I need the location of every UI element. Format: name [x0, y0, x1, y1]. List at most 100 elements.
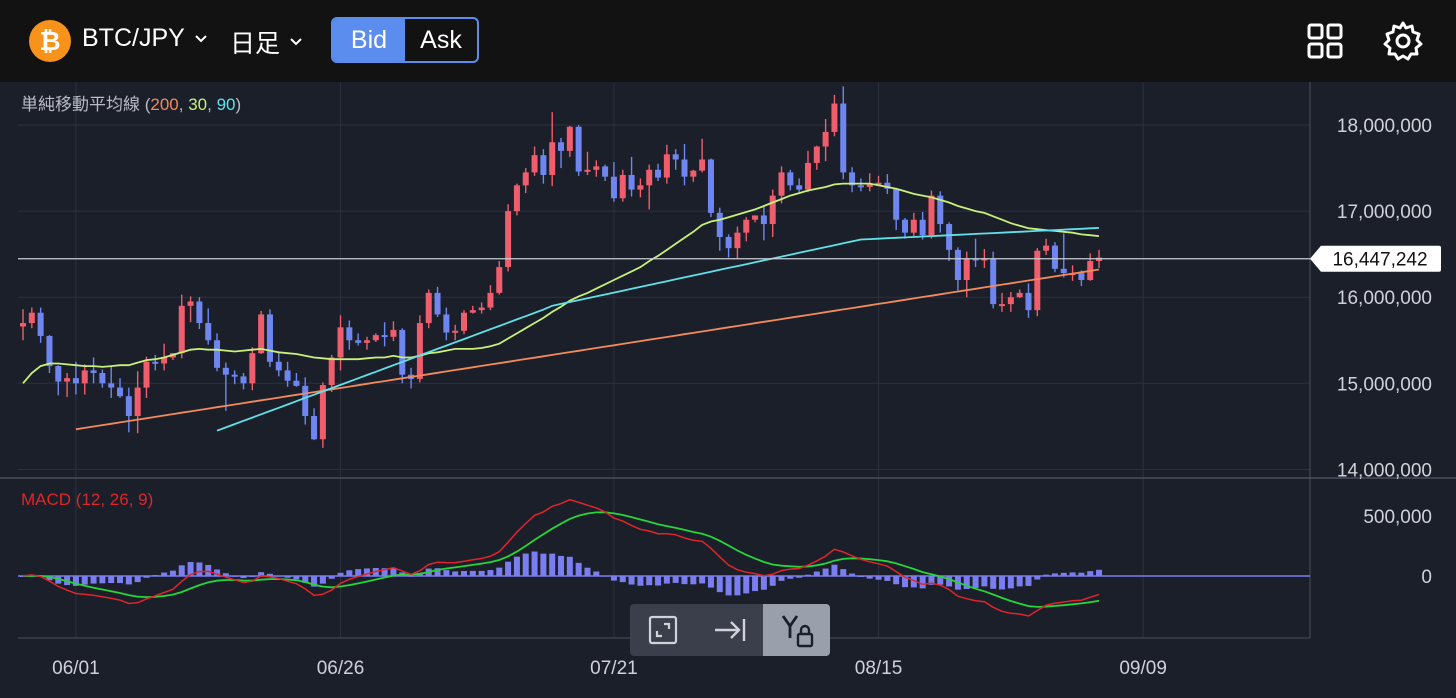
macd-histogram-bar	[610, 576, 617, 581]
macd-histogram-bar	[443, 570, 450, 576]
macd-histogram-bar	[187, 562, 194, 576]
macd-histogram-bar	[919, 576, 926, 589]
bid-button[interactable]: Bid	[333, 19, 405, 61]
chevron-down-icon	[290, 38, 302, 46]
macd-histogram-bar	[531, 551, 538, 576]
timeframe-label: 日足	[230, 30, 281, 58]
candle-body	[337, 327, 344, 358]
macd-histogram-bar	[752, 576, 759, 592]
macd-histogram-bar	[1060, 572, 1067, 576]
candle-body	[999, 304, 1006, 307]
macd-histogram-bar	[143, 576, 150, 578]
candle-body	[531, 155, 538, 173]
macd-line	[22, 498, 1100, 617]
macd-histogram-bar	[804, 574, 811, 576]
macd-histogram-bar	[319, 576, 326, 584]
scroll-to-latest-button[interactable]	[697, 604, 764, 656]
candle-body	[540, 155, 547, 175]
candle-body	[266, 314, 273, 362]
candle-body	[187, 301, 194, 306]
macd-histogram-bar	[1096, 569, 1103, 576]
macd-histogram-bar	[972, 576, 979, 588]
candle-body	[513, 185, 520, 212]
candle-body	[734, 232, 741, 249]
candle-body	[390, 329, 397, 337]
candle-body	[108, 383, 115, 388]
macd-histogram-bar	[46, 576, 53, 581]
grid-icon[interactable]	[1305, 21, 1345, 61]
macd-histogram-bar	[937, 576, 944, 585]
fit-screen-button[interactable]	[630, 604, 697, 656]
macd-histogram-bar	[584, 567, 591, 576]
macd-histogram-bar	[99, 576, 106, 584]
macd-histogram-bar	[1078, 572, 1085, 576]
macd-histogram-bar	[55, 576, 62, 584]
candle-body	[81, 370, 88, 384]
macd-histogram-bar	[1051, 573, 1058, 576]
macd-histogram-bar	[637, 576, 644, 586]
pair-selector[interactable]: BTC/JPY	[82, 24, 209, 53]
candle-body	[496, 267, 503, 293]
candle-body	[919, 219, 926, 236]
macd-histogram-bar	[90, 576, 97, 584]
candle-body	[275, 361, 282, 371]
candle-body	[20, 323, 26, 327]
bitcoin-icon: ₿	[29, 20, 71, 62]
x-tick-label: 09/09	[1119, 658, 1167, 679]
macd-histogram-bar	[787, 576, 794, 579]
candle-body	[963, 258, 970, 280]
macd-histogram-bar	[646, 576, 653, 586]
candle-body	[752, 215, 759, 220]
candle-body	[125, 396, 132, 417]
macd-histogram-bar	[337, 572, 344, 576]
x-tick-label: 06/26	[317, 658, 365, 679]
macd-histogram-bar	[743, 576, 750, 594]
moving-averages	[18, 182, 1310, 432]
candle-body	[425, 292, 432, 324]
candle-body	[840, 103, 847, 173]
macd-histogram-bar	[1087, 571, 1094, 576]
macd-histogram-bar	[311, 576, 318, 587]
macd-histogram-bar	[108, 576, 115, 584]
macd-histogram-bar	[963, 576, 970, 589]
macd-histogram-bar	[346, 570, 353, 576]
macd-histogram-bar	[478, 570, 485, 576]
macd-histogram-bar	[549, 553, 556, 576]
macd-histogram-bar	[769, 576, 776, 586]
macd-histogram-bar	[681, 576, 688, 585]
macd-histogram-bar	[452, 571, 459, 576]
candle-body	[55, 366, 62, 382]
candle-body	[399, 329, 406, 375]
candle-body	[1043, 245, 1050, 251]
macd-histogram-bar	[266, 573, 273, 576]
price-type-toggle: Bid Ask	[331, 17, 479, 63]
timeframe-selector[interactable]: 日足	[230, 24, 304, 60]
macd-histogram-bar	[434, 568, 441, 576]
macd-histogram-bar	[690, 576, 697, 585]
candle-body	[134, 387, 141, 417]
macd-histogram-bar	[293, 576, 300, 580]
macd-histogram-bar	[284, 576, 291, 578]
candle-body	[1016, 292, 1023, 298]
macd-histogram-bar	[813, 571, 820, 576]
lock-y-axis-icon	[781, 615, 813, 648]
x-tick-label: 08/15	[855, 658, 903, 679]
sma-200-line	[75, 268, 1100, 431]
candle-body	[558, 142, 565, 151]
ask-button[interactable]: Ask	[420, 25, 462, 54]
macd-histogram-bar	[910, 576, 917, 588]
candle-body	[690, 170, 697, 177]
candle-body	[646, 169, 653, 186]
macd-histogram-bar	[558, 555, 565, 576]
price-chart[interactable]: 18,000,000 17,000,000 16,000,000 15,000,000…	[0, 82, 1456, 698]
macd-histogram-bar	[522, 553, 529, 576]
gear-icon[interactable]	[1381, 19, 1425, 63]
macd-histogram-bar	[831, 564, 838, 576]
macd-histogram-bar	[699, 576, 706, 584]
macd-histogram-bar	[469, 570, 476, 576]
macd-histogram-bar	[231, 575, 238, 577]
candle-body	[434, 292, 441, 315]
macd-histogram-bar	[822, 568, 829, 576]
lock-y-axis-button[interactable]	[763, 604, 830, 656]
current-price-pointer	[1310, 245, 1321, 272]
